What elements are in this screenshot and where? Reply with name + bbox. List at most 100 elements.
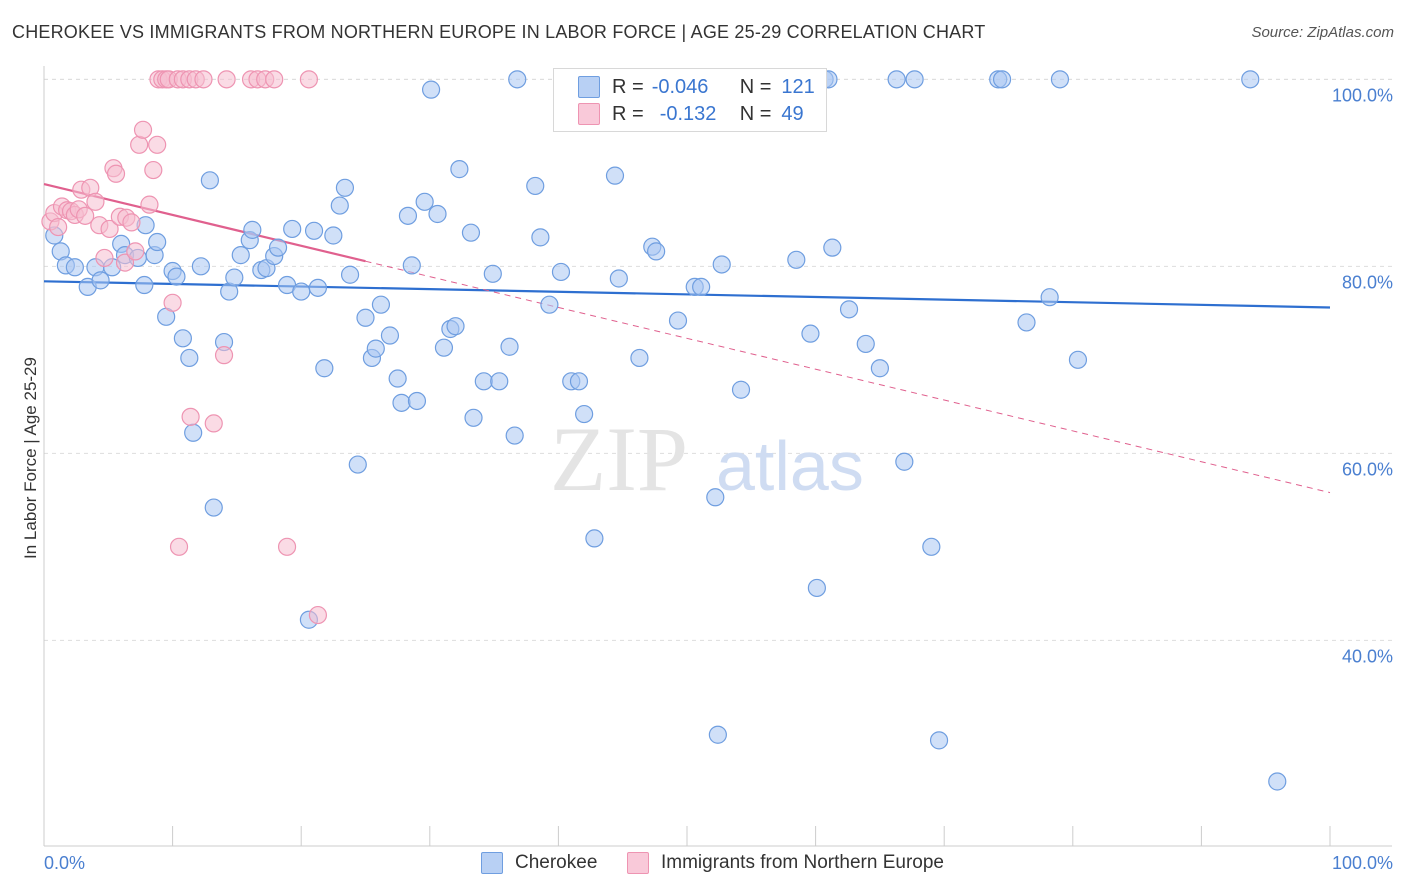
cherokee-point [167,267,186,286]
tick-labels: 40.0% 60.0% 80.0% 100.0% 0.0% 100.0% [44,85,1393,873]
cherokee-point [243,220,262,239]
immigrants-point [100,219,119,239]
immigrants-point [299,70,319,89]
cherokee-point [268,238,288,257]
cherokee-point [490,372,509,391]
cherokee-point [712,255,731,274]
immigrants-point [133,120,153,139]
legend-n-label: N = [739,102,772,125]
cherokee-point [356,308,375,327]
cherokee-swatch [578,76,600,98]
series-legend: Cherokee Immigrants from Northern Europe [0,852,1406,878]
cherokee-point [91,271,110,290]
cherokee-point [668,311,688,330]
cherokee-point [474,372,493,391]
cherokee-point [308,278,328,297]
cherokee-point [180,348,199,368]
y-tick-label: 100.0% [1332,85,1393,105]
cherokee-legend-label: Cherokee [515,852,598,873]
cherokee-point [340,265,360,284]
immigrants-point [76,206,95,225]
immigrants-legend-label: Immigrants from Northern Europe [661,852,944,873]
cherokee-point [184,423,203,442]
immigrants-point [115,253,135,272]
legend-item-immigrants: Immigrants from Northern Europe [627,852,944,874]
x-tick-label-start: 0.0% [44,853,85,873]
cherokee-point [415,192,434,211]
cherokee-point [605,166,625,185]
cherokee-point [428,204,447,224]
source-credit: Source: ZipAtlas.com [1251,24,1394,41]
correlation-legend: R = -0.046 N = 121 R = -0.132 N = 49 [553,68,827,132]
cherokee-point [335,178,355,197]
cherokee-point [992,70,1012,89]
immigrants-point [194,70,213,89]
legend-r-label: R = [612,75,644,98]
cherokee-point [585,529,604,548]
cherokee-point [65,258,84,277]
cherokee-point [551,262,571,282]
cherokee-point [1241,70,1260,89]
cherokee-point [148,232,167,252]
cherokee-point [575,404,594,424]
cherokee-point [464,408,483,427]
cherokee-point [225,268,244,287]
legend-row-cherokee: R = -0.046 N = 121 [554,73,815,101]
cherokee-point [304,221,324,240]
watermark-atlas: atlas [716,427,864,505]
cherokee-point [398,206,418,225]
immigrants-point [86,192,105,211]
y-tick-label: 40.0% [1342,646,1393,666]
immigrants-point [277,537,297,556]
cherokee-point [421,80,441,99]
legend-n-value: 49 [781,102,804,125]
cherokee-point [508,70,527,89]
cherokee-point [540,295,559,314]
cherokee-point [483,264,502,283]
cherokee-point [366,339,385,358]
cherokee-point [324,226,343,245]
x-tick-label-end: 100.0% [1332,853,1393,873]
immigrants-point [106,164,126,183]
cherokee-point [569,372,589,391]
legend-n-label: N = [739,75,772,98]
cherokee-point [526,176,545,196]
immigrants-point [265,70,284,89]
cherokee-point [292,282,311,301]
cherokee-point [887,70,906,89]
cherokee-trend-line [43,280,1331,309]
immigrants-point [140,195,159,214]
cherokee-point [531,228,550,247]
cherokee-point [371,295,391,314]
cherokee-point [461,223,481,242]
immigrants-point [95,248,114,268]
immigrants-point [122,213,141,232]
cherokee-point [922,537,941,556]
cherokee-point [283,219,302,239]
cherokee-point [135,275,154,295]
immigrants-point [163,293,182,312]
legend-r-label: R = [612,102,644,125]
cherokee-point [204,498,223,517]
immigrants-point [217,70,236,89]
cherokee-point [434,338,454,357]
cherokee-point [446,317,465,336]
immigrants-swatch [578,103,600,125]
cherokee-point [392,393,411,412]
chart-title: CHEROKEE VS IMMIGRANTS FROM NORTHERN EUR… [12,22,986,42]
cherokee-point [315,359,334,378]
cherokee-point [200,171,219,190]
cherokee-point [856,334,875,354]
cherokee-legend-swatch [481,852,503,874]
cherokee-point [823,238,842,257]
cherokee-point [231,246,250,265]
immigrants-point [130,135,149,154]
cherokee-point [500,337,519,356]
cherokee-point [870,359,890,378]
immigrants-point [214,346,234,365]
cherokee-point [330,196,349,215]
cherokee-point [173,329,192,348]
cherokee-point [708,725,727,744]
immigrants-point [148,135,167,154]
